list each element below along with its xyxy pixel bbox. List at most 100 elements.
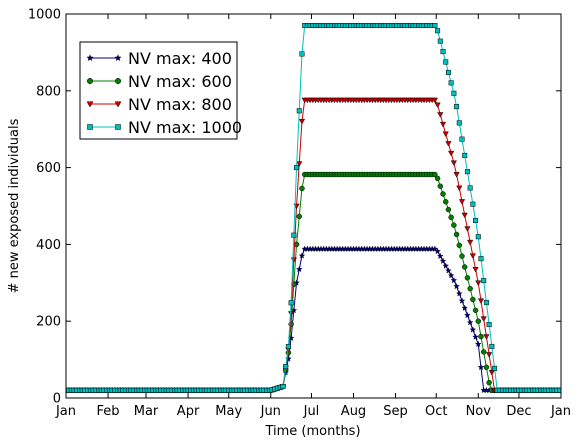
data-point <box>445 69 451 75</box>
data-point <box>439 257 447 264</box>
legend-label: NV max: 600 <box>128 72 232 91</box>
data-point <box>458 297 466 304</box>
data-point <box>480 316 487 322</box>
data-point <box>481 278 487 284</box>
data-point <box>298 252 306 259</box>
data-point <box>431 245 439 252</box>
legend-marker <box>115 124 121 130</box>
data-point <box>296 213 302 220</box>
data-point <box>459 136 465 142</box>
data-point <box>436 252 444 260</box>
x-tick-label: May <box>215 404 242 419</box>
y-tick-label: 800 <box>36 84 61 99</box>
data-point <box>434 247 441 255</box>
data-point <box>464 169 470 175</box>
legend-marker <box>87 78 93 84</box>
data-point <box>483 334 490 340</box>
data-point <box>486 321 492 327</box>
data-point <box>470 201 476 207</box>
data-point <box>298 118 306 125</box>
data-point <box>477 363 485 371</box>
data-point <box>296 161 303 167</box>
data-point <box>467 239 474 246</box>
x-tick-label: Nov <box>466 404 492 419</box>
data-point <box>485 352 493 358</box>
data-point <box>453 282 460 290</box>
data-point <box>293 241 300 248</box>
data-point <box>299 51 305 57</box>
data-point <box>439 121 447 128</box>
data-point <box>434 175 441 182</box>
data-point <box>445 267 452 274</box>
data-point <box>456 242 463 249</box>
x-axis: Jan Feb Mar Apr May Jun Jul Aug Sep Oct Nov Dec Jan <box>55 14 571 419</box>
y-tick-label: 1000 <box>28 8 61 23</box>
data-point <box>299 185 305 192</box>
data-point <box>473 217 479 223</box>
series-4 <box>66 23 561 393</box>
data-point <box>477 298 485 304</box>
data-point <box>483 300 489 306</box>
data-point <box>474 340 482 348</box>
data-point <box>280 383 286 389</box>
data-point <box>431 97 439 104</box>
data-point <box>450 160 457 166</box>
data-point <box>296 108 302 114</box>
data-point <box>440 191 446 197</box>
data-point <box>472 333 479 340</box>
data-point <box>291 232 297 238</box>
data-point <box>456 185 463 192</box>
data-point <box>448 150 455 157</box>
data-point <box>462 152 468 158</box>
x-tick-label: Feb <box>97 404 120 419</box>
data-point <box>469 253 476 259</box>
data-point <box>472 307 479 314</box>
data-point <box>461 304 469 311</box>
y-tick-label: 600 <box>36 161 61 176</box>
x-tick-label: Jan <box>550 404 571 419</box>
x-tick-label: Dec <box>506 404 531 419</box>
y-tick-label: 0 <box>53 392 61 407</box>
data-point <box>451 90 457 96</box>
data-point <box>295 265 303 273</box>
data-point <box>440 49 446 55</box>
data-point <box>453 172 460 178</box>
series-layer <box>66 23 561 394</box>
x-tick-label: Sep <box>383 404 408 419</box>
series-2 <box>66 171 561 394</box>
data-point <box>455 290 463 297</box>
data-point <box>461 264 468 270</box>
data-point <box>472 266 479 273</box>
data-point <box>464 311 471 319</box>
legend-item: NV max: 800 <box>86 95 232 114</box>
data-point <box>283 364 289 370</box>
data-point <box>478 256 484 262</box>
series-line <box>66 99 560 391</box>
data-point <box>437 112 444 118</box>
plot-frame <box>65 13 562 399</box>
x-tick-label: Jun <box>260 404 281 419</box>
legend-marker <box>114 54 122 62</box>
legend-label: NV max: 1000 <box>128 118 242 137</box>
legend-marker <box>115 78 121 84</box>
series-1 <box>66 245 561 394</box>
data-point <box>480 349 487 355</box>
data-point <box>459 253 465 259</box>
data-point <box>442 262 450 269</box>
legend-marker <box>86 101 94 108</box>
data-point <box>486 379 492 386</box>
data-point <box>475 318 481 324</box>
data-point <box>287 311 295 317</box>
x-tick-label: Oct <box>425 404 447 419</box>
data-point <box>488 370 495 376</box>
data-point <box>492 365 498 371</box>
data-point <box>437 183 444 189</box>
legend-item: NV max: 400 <box>86 49 232 68</box>
data-point <box>443 59 449 65</box>
data-point <box>445 141 452 147</box>
data-point <box>448 214 454 221</box>
legend-label: NV max: 800 <box>128 95 232 114</box>
data-point <box>285 355 292 362</box>
